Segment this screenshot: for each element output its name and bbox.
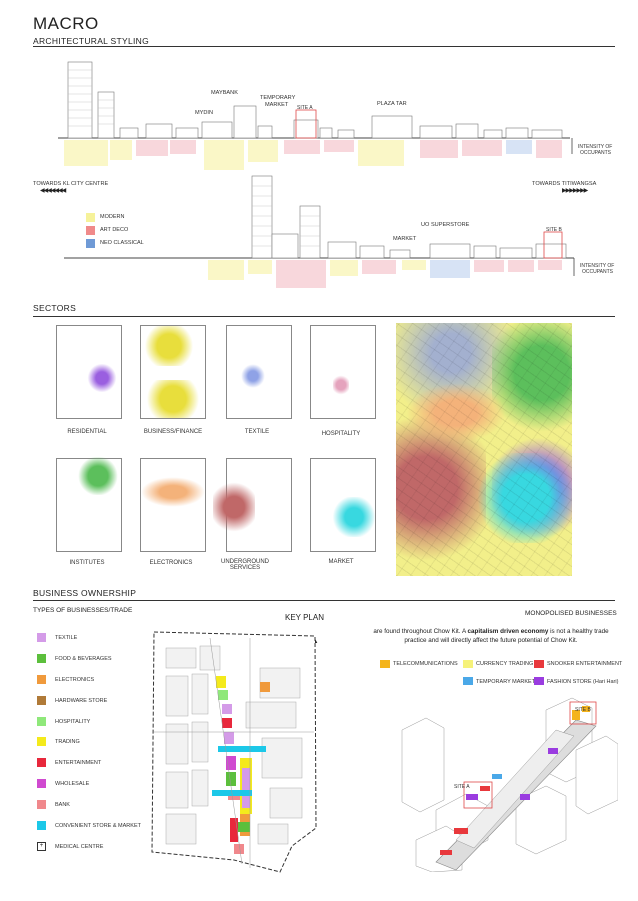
divider [33,316,615,317]
label-temporary: TEMPORARY [260,95,296,101]
section-heading-sectors: SECTORS [33,303,77,313]
medical-cross-icon: + [37,842,46,851]
legend-swatch-art-deco [86,226,95,235]
type-label-convenient-store: CONVENIENT STORE & MARKET [55,823,141,829]
type-label-bank: BANK [55,802,70,808]
mono-swatch-currency [463,660,473,668]
type-label-hospitality: HOSPITALITY [55,719,91,725]
type-label-food: FOOD & BEVERAGES [55,656,112,662]
section-heading-styling: ARCHITECTURAL STYLING [33,36,150,46]
towards-titiwangsa-label: TOWARDS TITIWANGSA [532,181,597,187]
sector-label-hospitality: HOSPITALITY [321,431,361,437]
intensity-label-1: INTENSITY OF [578,144,613,150]
type-swatch-hospitality [37,717,46,726]
type-swatch-convenient-store [37,821,46,830]
monopolised-text: are found throughout Chow Kit. A capital… [366,627,616,645]
occupants-label-2: OCCUPANTS [582,269,614,275]
monopolised-text-bold: capitalism driven economy [467,628,549,635]
sector-label-textile: TEXTILE [244,429,270,435]
sector-label-institutes: INSTITUTES [69,560,105,566]
legend-label-modern: MODERN [100,214,125,220]
mono-swatch-snooker [534,660,544,668]
legend-swatch-modern [86,213,95,222]
type-label-entertainment: ENTERTAINMENT [55,760,102,766]
type-swatch-food [37,654,46,663]
mono-label-currency: CURRENCY TRADING [476,661,534,667]
mono-swatch-telecom [380,660,390,668]
type-swatch-entertainment [37,758,46,767]
towards-kl-label: TOWARDS KL CITY CENTRE [33,181,109,187]
type-label-electronics: ELECTRONICS [55,677,95,683]
combined-sector-heatmap [396,323,572,576]
sector-label-business-finance: BUSINESS/FINANCE [143,429,203,435]
legend-label-art-deco: ART DECO [100,227,129,233]
sector-map-institutes [56,457,122,552]
arrow-left-icon: ◀◀◀◀◀◀◀ [40,188,66,194]
mono-label-telecom: TELECOMMUNICATIONS [393,661,458,667]
type-label-trading: TRADING [55,739,80,745]
divider [33,46,615,47]
type-swatch-textile [37,633,46,642]
axonometric-view [401,697,618,872]
legend-swatch-neo-classical [86,239,95,248]
mono-label-snooker: SNOOKER ENTERTAINMENT [547,661,623,667]
mono-swatch-temp-market [463,677,473,685]
monopolised-heading: MONOPOLISED BUSINESSES [525,610,617,617]
label-site-b-1: SITE B [546,227,562,233]
sector-label-market: MARKET [328,559,354,565]
type-swatch-hardware [37,696,46,705]
monopolised-text-post: is not a healthy trade practice and will… [404,628,609,644]
mono-swatch-fashion [534,677,544,685]
label-site-b-2: SITE B [575,707,591,713]
label-maybank: MAYBANK [211,90,238,96]
type-swatch-bank [37,800,46,809]
type-swatch-wholesale [37,779,46,788]
street-elevation-2 [64,175,575,288]
divider [33,600,615,601]
street-elevation-1 [58,61,573,170]
key-plan-title: KEY PLAN [285,613,324,622]
sector-map-textile [226,325,292,419]
label-site-a-2: SITE A [454,784,470,790]
sector-map-underground-services [213,458,292,552]
type-swatch-electronics [37,675,46,684]
sector-map-electronics [140,458,206,552]
monopolised-text-pre: are found throughout Chow Kit. A [373,628,468,635]
sector-label-underground-services: UNDERGROUND SERVICES [221,559,269,571]
label-market-1: MARKET [265,102,289,108]
label-site-a-1: SITE A [297,105,313,111]
sector-map-market [310,458,377,552]
legend-label-neo-classical: NEO CLASSICAL [100,240,144,246]
type-label-medical: MEDICAL CENTRE [55,844,104,850]
intensity-label-2: INTENSITY OF [580,263,615,269]
type-label-hardware: HARDWARE STORE [55,698,108,704]
label-plaza-tar: PLAZA TAR [377,101,407,107]
arrow-right-icon: ▶▶▶▶▶▶▶ [562,188,588,194]
sector-label-electronics: ELECTRONICS [149,560,193,566]
type-label-wholesale: WHOLESALE [55,781,90,787]
key-plan-map [151,631,317,873]
sector-map-hospitality [310,325,376,419]
mono-label-temp-market: TEMPORARY MARKET [476,679,536,685]
type-label-textile: TEXTILE [55,635,78,641]
page-title: MACRO [33,14,99,33]
sector-map-residential [56,325,122,419]
types-heading: TYPES OF BUSINESSES/TRADE [33,607,133,614]
occupants-label-1: OCCUPANTS [580,150,612,156]
section-heading-business: BUSINESS OWNERSHIP [33,588,137,598]
label-market-2: MARKET [393,236,417,242]
mono-label-fashion: FASHION STORE (Hari Hari) [547,679,619,685]
sector-map-business-finance [140,325,206,419]
label-mydin: MYDIN [195,110,214,116]
sector-label-residential: RESIDENTIAL [67,429,107,435]
type-swatch-trading [37,737,46,746]
label-uo-superstore: UO SUPERSTORE [421,222,470,228]
